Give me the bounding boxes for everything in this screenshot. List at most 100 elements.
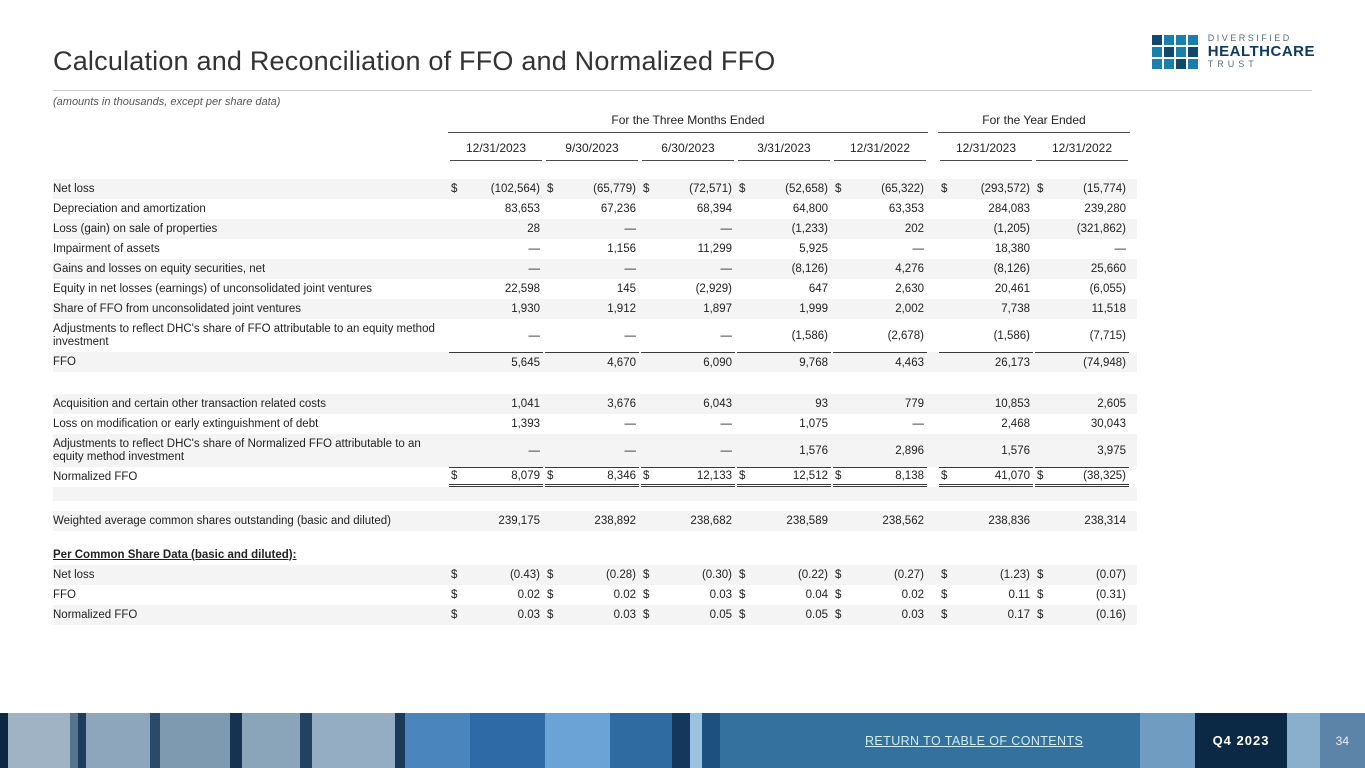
value-cell: $12,133 [641, 467, 735, 487]
cell-value: (8,126) [791, 263, 828, 275]
column-header-date: 12/31/2023 [940, 138, 1032, 161]
dollar-sign: $ [451, 470, 458, 482]
row-label: Share of FFO from unconsolidated joint v… [53, 302, 302, 315]
cell-value: (1,586) [791, 329, 828, 342]
cell-value: 239,175 [498, 515, 540, 527]
cell-value: 202 [904, 223, 924, 235]
value-cell: (2,929) [641, 279, 735, 299]
value-cell: 3,676 [545, 394, 639, 414]
table-row: Net loss $ (102,564) $ (65,779) $ (72,571) $ (52… [53, 179, 1137, 199]
value-cell: — [641, 319, 735, 352]
value-cell: (8,126) [737, 259, 831, 279]
value-cell: — [833, 239, 927, 259]
cell-value: — [528, 329, 541, 342]
value-cell: 145 [545, 279, 639, 299]
dollar-sign: $ [941, 569, 948, 581]
page-title: Calculation and Reconciliation of FFO an… [53, 46, 776, 76]
cell-value: (74,948) [1083, 356, 1126, 369]
value-cell: $0.03 [833, 605, 927, 625]
row-label: Normalized FFO [53, 470, 138, 483]
dollar-sign: $ [1037, 183, 1044, 195]
cell-value: — [624, 263, 637, 275]
cell-value: — [624, 444, 637, 457]
cell-value: (65,322) [881, 183, 924, 195]
value-cell: 2,468 [939, 414, 1033, 434]
cell-value: — [1114, 243, 1127, 255]
logo-line-trust: TRUST [1207, 59, 1258, 70]
table-row: FFO $0.02 $0.02 $0.03 $0.04 $0.02 $0.11 $ (0.31) [53, 585, 1137, 605]
value-cell: (1,205) [939, 219, 1033, 239]
value-cell: 22,598 [449, 279, 543, 299]
dollar-sign: $ [547, 569, 554, 581]
value-cell: $ (0.28) [545, 565, 639, 585]
spacer-row [53, 501, 1137, 511]
table-group-header: For the Three Months Ended For the Year … [53, 113, 1137, 133]
value-cell: $0.03 [641, 585, 735, 605]
dollar-sign: $ [1037, 569, 1044, 581]
cell-value: 5,925 [799, 243, 828, 255]
cell-value: 0.03 [901, 609, 924, 621]
title-divider [53, 90, 1312, 91]
cell-value: 0.03 [517, 609, 540, 621]
cell-value: 1,156 [607, 243, 636, 255]
row-label: Normalized FFO [53, 608, 138, 621]
column-header-date: 9/30/2023 [546, 138, 638, 161]
group-spacer [53, 113, 448, 133]
value-cell: 10,853 [939, 394, 1033, 414]
column-header-date: 6/30/2023 [642, 138, 734, 161]
cell-value: 238,682 [690, 515, 732, 527]
cell-value: 1,897 [703, 303, 732, 315]
cell-value: 0.02 [901, 589, 924, 601]
cell-value: 6,043 [703, 398, 732, 410]
value-cell: $0.03 [449, 605, 543, 625]
column-header-gap [928, 138, 938, 161]
value-cell: $ (52,658) [737, 179, 831, 199]
table-row: Equity in net losses (earnings) of uncon… [53, 279, 1137, 299]
cell-value: 68,394 [696, 203, 732, 215]
company-logo: DIVERSIFIED HEALTHCARE TRUST [1151, 33, 1315, 70]
cell-value: 2,468 [1001, 418, 1030, 430]
cell-value: 3,975 [1097, 444, 1126, 457]
cell-value: 10,853 [994, 398, 1030, 410]
cell-value: 0.11 [1008, 589, 1030, 601]
value-cell: — [1035, 239, 1129, 259]
value-cell: 1,999 [737, 299, 831, 319]
cell-value: (0.27) [893, 569, 924, 581]
table-row: Depreciation and amortization 83,653 67,23… [53, 199, 1137, 219]
return-to-toc-link[interactable]: RETURN TO TABLE OF CONTENTS [865, 733, 1084, 748]
value-cell: 25,660 [1035, 259, 1129, 279]
dollar-sign: $ [643, 183, 650, 195]
cell-value: — [624, 223, 637, 235]
cell-value: 1,576 [799, 444, 828, 457]
value-cell: 28 [449, 219, 543, 239]
value-cell: — [545, 434, 639, 467]
cell-value: 4,463 [895, 356, 924, 369]
value-cell: 238,836 [939, 511, 1033, 531]
cell-value: (15,774) [1083, 183, 1126, 195]
cell-value: (102,564) [490, 183, 540, 195]
cell-value: (6,055) [1089, 283, 1126, 295]
table-row: Per Common Share Data (basic and diluted… [53, 545, 1137, 565]
dollar-sign: $ [547, 609, 554, 621]
row-label: FFO [53, 355, 76, 368]
cell-value: 8,138 [895, 470, 924, 482]
cell-value: 11,518 [1091, 303, 1126, 315]
cell-value: 2,630 [895, 283, 924, 295]
value-cell: (1,233) [737, 219, 831, 239]
cell-value: (2,929) [695, 283, 732, 295]
cell-value: — [912, 243, 925, 255]
cell-value: (1,205) [993, 223, 1030, 235]
cell-value: (1.23) [999, 569, 1030, 581]
value-cell: — [641, 219, 735, 239]
value-cell: $41,070 [939, 467, 1033, 487]
value-cell: — [641, 414, 735, 434]
value-cell: 4,463 [833, 352, 927, 372]
dollar-sign: $ [941, 609, 948, 621]
row-label: FFO [53, 588, 76, 601]
value-cell: 67,236 [545, 199, 639, 219]
cell-value: 67,236 [600, 203, 636, 215]
value-cell: 7,738 [939, 299, 1033, 319]
cell-value: (321,862) [1076, 223, 1126, 235]
column-header-date: 12/31/2022 [1036, 138, 1128, 161]
